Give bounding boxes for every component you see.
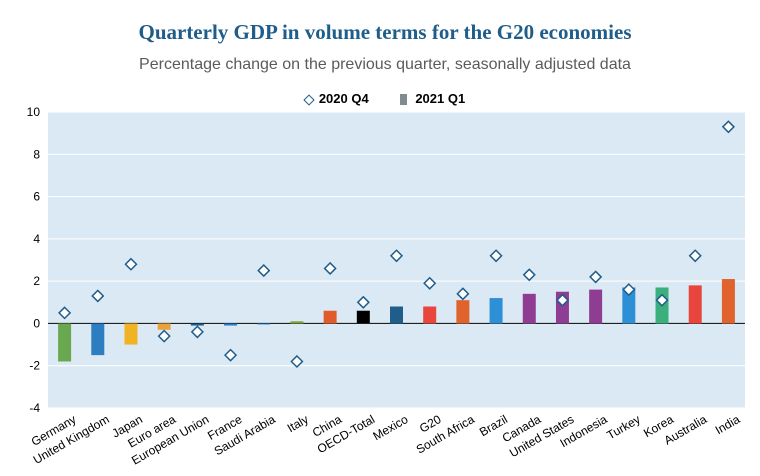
marker-brazil bbox=[489, 249, 503, 263]
marker-korea bbox=[655, 293, 669, 307]
marker-euro-area bbox=[157, 329, 171, 343]
bar-indonesia bbox=[589, 289, 603, 324]
legend-label-q1: 2021 Q1 bbox=[415, 91, 466, 107]
legend-item-q1: 2021 Q1 bbox=[400, 91, 465, 106]
marker-united-kingdom bbox=[91, 289, 105, 303]
chart-title: Quarterly GDP in volume terms for the G2… bbox=[138, 20, 632, 44]
y-tick-label: 6 bbox=[33, 190, 40, 204]
bar-australia bbox=[688, 285, 702, 324]
legend-item-q4: 2020 Q4 bbox=[303, 91, 369, 107]
chart-subtitle: Percentage change on the previous quarte… bbox=[139, 56, 631, 73]
y-tick-label: 2 bbox=[33, 274, 40, 288]
bar-mexico bbox=[390, 306, 403, 324]
marker-japan bbox=[124, 257, 138, 271]
legend-label-q4: 2020 Q4 bbox=[318, 91, 369, 107]
y-tick-label: 4 bbox=[33, 232, 40, 246]
y-tick-label: 0 bbox=[33, 316, 40, 330]
marker-china bbox=[323, 261, 337, 276]
marker-france bbox=[223, 348, 238, 362]
marker-oecd-total bbox=[356, 295, 370, 309]
marker-saudi-arabia bbox=[257, 264, 271, 278]
x-category-label: Mexico bbox=[370, 412, 410, 443]
marker-germany bbox=[58, 306, 72, 320]
bar-saudi-arabia bbox=[257, 323, 271, 325]
bar-canada bbox=[522, 293, 536, 324]
bar-euro-area bbox=[157, 323, 171, 330]
bar-italy bbox=[290, 321, 304, 324]
bar-turkey bbox=[622, 287, 636, 324]
legend: 2020 Q4 2021 Q1 bbox=[0, 90, 760, 106]
bar-south-africa bbox=[456, 300, 470, 324]
bar-brazil bbox=[489, 298, 503, 324]
marker-g20 bbox=[423, 276, 437, 290]
marker-south-africa bbox=[456, 287, 470, 301]
marker-italy bbox=[290, 354, 304, 369]
marker-indonesia bbox=[589, 270, 603, 284]
y-tick-label: -2 bbox=[29, 359, 40, 373]
bar-germany bbox=[58, 323, 72, 362]
marker-india bbox=[721, 120, 735, 134]
x-category-label: Turkey bbox=[604, 412, 642, 442]
y-tick-label: 8 bbox=[33, 147, 40, 161]
marker-european-union bbox=[190, 325, 204, 339]
x-category-label: India bbox=[713, 412, 743, 437]
bar-european-union bbox=[190, 323, 204, 326]
bar-oecd-total bbox=[356, 310, 370, 324]
marker-turkey bbox=[622, 283, 636, 297]
x-category-label: Italy bbox=[285, 412, 311, 435]
marker-united-states bbox=[555, 293, 570, 307]
bar-india bbox=[721, 279, 735, 324]
bar-united-kingdom bbox=[91, 323, 105, 356]
marker-australia bbox=[688, 249, 702, 263]
bar-china bbox=[323, 310, 337, 324]
marker-mexico bbox=[389, 249, 404, 263]
marker-canada bbox=[522, 268, 536, 282]
y-tick-label: 10 bbox=[27, 105, 41, 119]
bar-swatch-icon bbox=[400, 94, 408, 106]
y-tick-label: -4 bbox=[29, 401, 40, 415]
bar-japan bbox=[124, 323, 138, 345]
bar-g20 bbox=[423, 306, 437, 324]
bar-france bbox=[224, 323, 238, 326]
